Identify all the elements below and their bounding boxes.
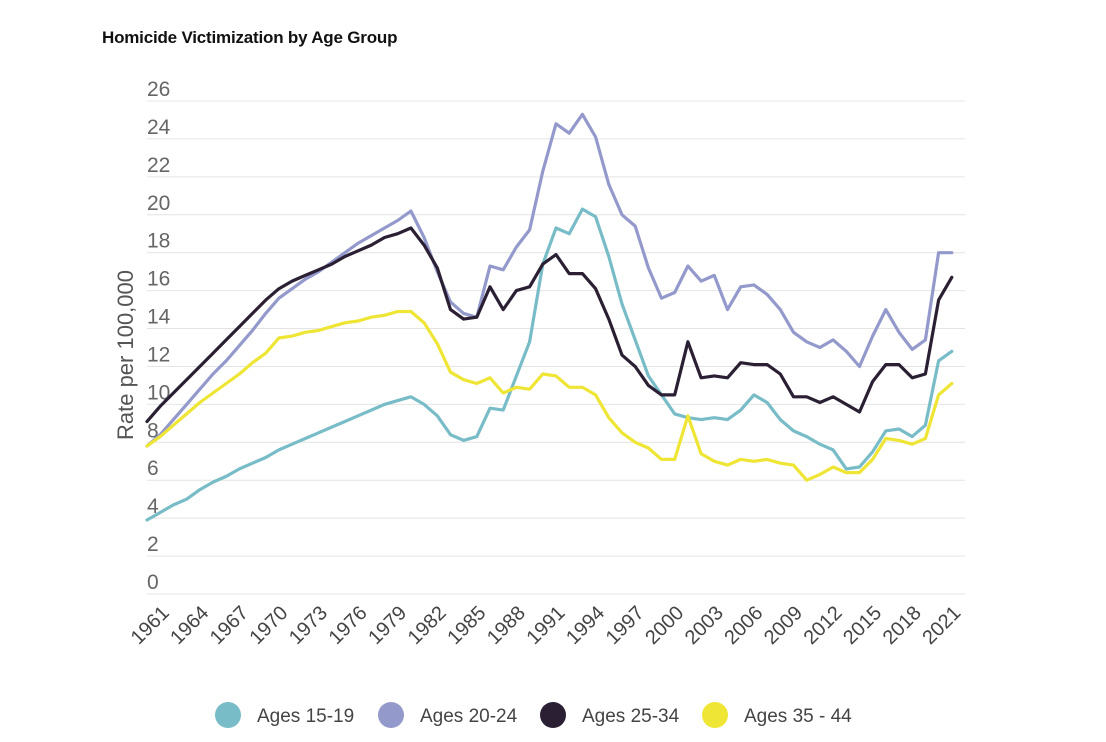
x-tick-label: 2018	[879, 602, 926, 649]
legend-label: Ages 35 - 44	[744, 706, 852, 727]
x-tick-label: 1982	[404, 602, 451, 649]
x-tick-label: 2009	[760, 602, 807, 649]
series-line-ages-15-19[interactable]	[145, 207, 954, 522]
x-tick-label: 2000	[641, 602, 688, 649]
legend-swatch	[702, 702, 728, 728]
x-tick-label: 1976	[325, 602, 372, 649]
x-tick-label: 1997	[602, 602, 649, 649]
x-tick-label: 1991	[523, 602, 570, 649]
y-tick-label: 14	[147, 306, 171, 329]
y-tick-label: 20	[147, 192, 170, 215]
x-tick-label: 2021	[918, 602, 965, 649]
legend-swatch	[540, 702, 566, 728]
y-tick-label: 2	[147, 533, 159, 556]
x-axis-ticks: 1961196419671970197319761979198219851988…	[127, 602, 966, 649]
legend-swatch	[378, 702, 404, 728]
x-tick-label: 2015	[839, 602, 886, 649]
y-tick-label: 8	[147, 419, 159, 442]
legend-label: Ages 15-19	[257, 706, 354, 727]
x-tick-label: 1961	[127, 602, 174, 649]
x-tick-label: 1988	[483, 602, 530, 649]
series-lines	[145, 112, 954, 522]
legend-item[interactable]: Ages 35 - 44	[702, 702, 852, 728]
legend-label: Ages 25-34	[582, 706, 680, 727]
x-tick-label: 1970	[245, 602, 292, 649]
y-tick-label: 26	[147, 78, 170, 101]
legend-label: Ages 20-24	[420, 706, 518, 727]
y-tick-label: 12	[147, 343, 170, 366]
x-tick-label: 2003	[681, 602, 728, 649]
chart-title: Homicide Victimization by Age Group	[102, 28, 398, 47]
y-tick-label: 10	[147, 381, 170, 404]
x-tick-label: 1985	[443, 602, 490, 649]
legend-swatch	[215, 702, 241, 728]
legend-item[interactable]: Ages 25-34	[540, 702, 680, 728]
y-tick-label: 6	[147, 457, 159, 480]
series-line-ages-25-34[interactable]	[145, 226, 954, 424]
x-tick-label: 2006	[720, 602, 767, 649]
y-tick-label: 16	[147, 268, 170, 291]
y-tick-label: 18	[147, 230, 170, 253]
y-axis-label: Rate per 100,000	[113, 270, 138, 440]
y-tick-label: 24	[147, 116, 171, 139]
series-line-ages-20-24[interactable]	[145, 112, 954, 448]
x-tick-label: 1973	[285, 602, 332, 649]
legend-item[interactable]: Ages 15-19	[215, 702, 354, 728]
x-tick-label: 1967	[206, 602, 253, 649]
x-tick-label: 1964	[166, 602, 213, 649]
y-tick-label: 22	[147, 154, 170, 177]
x-tick-label: 2012	[800, 602, 847, 649]
x-tick-label: 1994	[562, 602, 609, 649]
y-tick-label: 4	[147, 495, 159, 518]
y-tick-label: 0	[147, 571, 159, 594]
grid-lines	[147, 100, 965, 595]
legend-item[interactable]: Ages 20-24	[378, 702, 518, 728]
legend: Ages 15-19 Ages 20-24 Ages 25-34 Ages 35 - …	[215, 702, 852, 728]
series-line-ages-35-44[interactable]	[145, 309, 954, 482]
x-tick-label: 1979	[364, 602, 411, 649]
